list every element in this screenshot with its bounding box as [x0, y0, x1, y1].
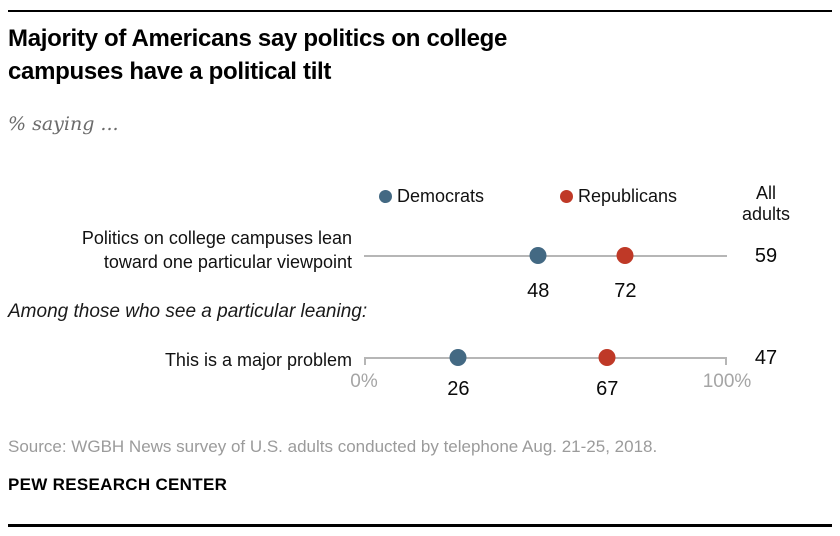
- all-adults-column-header: All adults: [716, 183, 816, 225]
- row2-democrat-value: 26: [447, 378, 470, 400]
- pew-research-center-wordmark: PEW RESEARCH CENTER: [8, 475, 228, 494]
- top-rule: [8, 10, 832, 12]
- row2-all-adults-value: 47: [754, 347, 778, 369]
- chart-subtitle: % saying ...: [8, 113, 119, 135]
- row1-democrat-value: 48: [527, 280, 550, 302]
- all-adults-header-line2: adults: [741, 204, 791, 224]
- row1-republican-value: 72: [614, 280, 637, 302]
- axis-label-100: 100%: [702, 371, 752, 392]
- row1-label: Politics on college campuses lean toward…: [47, 226, 352, 274]
- legend-item-republicans: Republicans: [560, 186, 677, 207]
- democrat-dot-icon: [379, 190, 392, 203]
- row2-republican-dot: [598, 349, 616, 366]
- legend-label-democrats: Democrats: [397, 186, 485, 206]
- bottom-rule: [8, 524, 832, 527]
- row2-democrat-dot: [449, 349, 467, 366]
- source-note: Source: WGBH News survey of U.S. adults …: [8, 437, 658, 456]
- row1-label-line1: Politics on college campuses lean: [81, 228, 352, 248]
- chart-title: Majority of Americans say politics on co…: [8, 25, 508, 85]
- row2-axis-line: [364, 357, 727, 365]
- row2-republican-value: 67: [596, 378, 619, 400]
- legend-label-republicans: Republicans: [578, 186, 678, 206]
- row1-label-line2: toward one particular viewpoint: [103, 252, 352, 272]
- row1-all-adults-value: 59: [754, 245, 778, 267]
- row1-republican-dot: [616, 247, 634, 264]
- row2-label: This is a major problem: [164, 350, 352, 370]
- legend-item-democrats: Democrats: [379, 186, 484, 207]
- republican-dot-icon: [560, 190, 573, 203]
- all-adults-header-line1: All: [755, 183, 776, 203]
- section-note: Among those who see a particular leaning…: [8, 301, 368, 322]
- axis-label-0: 0%: [350, 371, 378, 392]
- row1-democrat-dot: [529, 247, 547, 264]
